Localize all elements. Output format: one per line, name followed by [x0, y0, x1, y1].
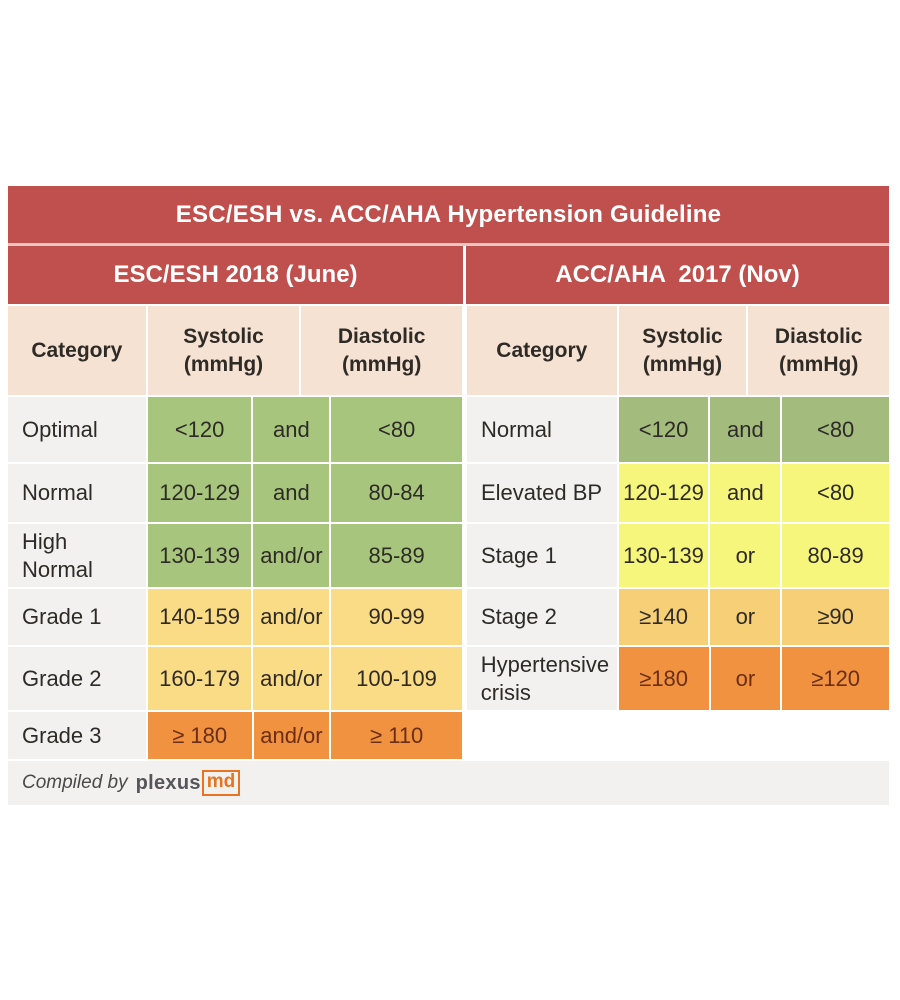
conjunction-cell: or: [710, 589, 781, 645]
diastolic-cell: 85-89: [331, 524, 462, 587]
category-cell: Grade 3: [8, 712, 146, 759]
diastolic-cell: 80-89: [782, 524, 889, 587]
category-cell: Elevated BP: [466, 464, 617, 522]
systolic-cell: <120: [618, 397, 709, 462]
systolic-cell: ≥140: [618, 589, 709, 645]
plexusmd-logo-md-box: md: [201, 770, 241, 796]
table-title-band: ESC/ESH vs. ACC/AHA Hypertension Guideli…: [8, 186, 889, 243]
diastolic-cell: ≥ 110: [331, 712, 463, 759]
table-row: Optimal <120 and <80 Normal <120 and <80: [8, 397, 889, 462]
systolic-cell: <120: [147, 397, 252, 462]
conjunction-cell: and/or: [253, 712, 330, 759]
diastolic-cell: <80: [331, 397, 462, 462]
table-row: Normal 120-129 and 80-84 Elevated BP 120…: [8, 464, 889, 522]
category-cell: Normal: [8, 464, 146, 522]
systolic-cell: 130-139: [618, 524, 709, 587]
systolic-unit: (mmHg): [183, 352, 264, 376]
table-row: Grade 2 160-179 and/or 100-109 Hypertens…: [8, 647, 889, 710]
column-header-diastolic-right: Diastolic (mmHg): [748, 306, 889, 395]
table-row: Grade 1 140-159 and/or 90-99 Stage 2 ≥14…: [8, 589, 889, 645]
table-row: High Normal 130-139 and/or 85-89 Stage 1…: [8, 524, 889, 587]
systolic-unit: (mmHg): [642, 352, 723, 376]
category-cell: Stage 2: [466, 589, 617, 645]
systolic-cell: 120-129: [618, 464, 709, 522]
hypertension-comparison-table: ESC/ESH vs. ACC/AHA Hypertension Guideli…: [8, 186, 889, 805]
conjunction-cell: and/or: [253, 647, 330, 710]
systolic-label: Systolic: [642, 325, 723, 349]
conjunction-cell: and/or: [253, 524, 330, 587]
guideline-subheader-row: ESC/ESH 2018 (June) ACC/AHA 2017 (Nov): [8, 246, 889, 304]
conjunction-cell: and: [710, 464, 781, 522]
diastolic-cell: <80: [782, 397, 889, 462]
column-header-category-left: Category: [8, 306, 146, 395]
category-cell: Hypertensive crisis: [466, 647, 617, 710]
plexusmd-logo: plexus: [135, 771, 201, 794]
systolic-cell: 120-129: [147, 464, 252, 522]
diastolic-cell: ≥90: [782, 589, 889, 645]
diastolic-cell: 100-109: [331, 647, 462, 710]
column-header-row: Category Systolic (mmHg) Diastolic (mmHg…: [8, 306, 889, 395]
compiled-by-label: Compiled by: [22, 772, 128, 793]
title-separator: [8, 243, 889, 246]
conjunction-cell: and: [253, 397, 330, 462]
diastolic-cell: <80: [782, 464, 889, 522]
systolic-cell: 140-159: [147, 589, 252, 645]
category-cell: Grade 2: [8, 647, 146, 710]
diastolic-unit: (mmHg): [779, 352, 859, 376]
category-cell: High Normal: [8, 524, 146, 587]
conjunction-cell: and/or: [253, 589, 330, 645]
category-cell: Stage 1: [466, 524, 617, 587]
diastolic-cell: 90-99: [331, 589, 462, 645]
conjunction-cell: and: [253, 464, 330, 522]
conjunction-cell: or: [710, 524, 781, 587]
column-header-diastolic-left: Diastolic (mmHg): [301, 306, 462, 395]
empty-cell: [467, 712, 889, 759]
systolic-cell: ≥ 180: [147, 712, 252, 759]
systolic-cell: 130-139: [147, 524, 252, 587]
footer: Compiled by plexus md: [8, 761, 889, 805]
category-cell: Grade 1: [8, 589, 146, 645]
page-title: ESC/ESH vs. ACC/AHA Hypertension Guideli…: [175, 200, 722, 228]
column-header-systolic-left: Systolic (mmHg): [147, 306, 300, 395]
conjunction-cell: or: [710, 647, 781, 710]
diastolic-cell: 80-84: [331, 464, 462, 522]
diastolic-cell: ≥120: [782, 647, 889, 710]
diastolic-unit: (mmHg): [341, 352, 422, 376]
table-row: Grade 3 ≥ 180 and/or ≥ 110: [8, 712, 889, 759]
subheader-divider: [463, 246, 466, 304]
conjunction-cell: and: [710, 397, 781, 462]
systolic-cell: 160-179: [147, 647, 252, 710]
subheader-acc-aha: ACC/AHA 2017 (Nov): [466, 246, 889, 304]
diastolic-label: Diastolic: [337, 325, 426, 349]
category-cell: Optimal: [8, 397, 146, 462]
column-header-category-right: Category: [466, 306, 617, 395]
systolic-cell: ≥180: [618, 647, 709, 710]
column-header-systolic-right: Systolic (mmHg): [618, 306, 747, 395]
systolic-label: Systolic: [183, 325, 264, 349]
category-cell: Normal: [466, 397, 617, 462]
subheader-esc-esh: ESC/ESH 2018 (June): [8, 246, 463, 304]
diastolic-label: Diastolic: [774, 325, 863, 349]
